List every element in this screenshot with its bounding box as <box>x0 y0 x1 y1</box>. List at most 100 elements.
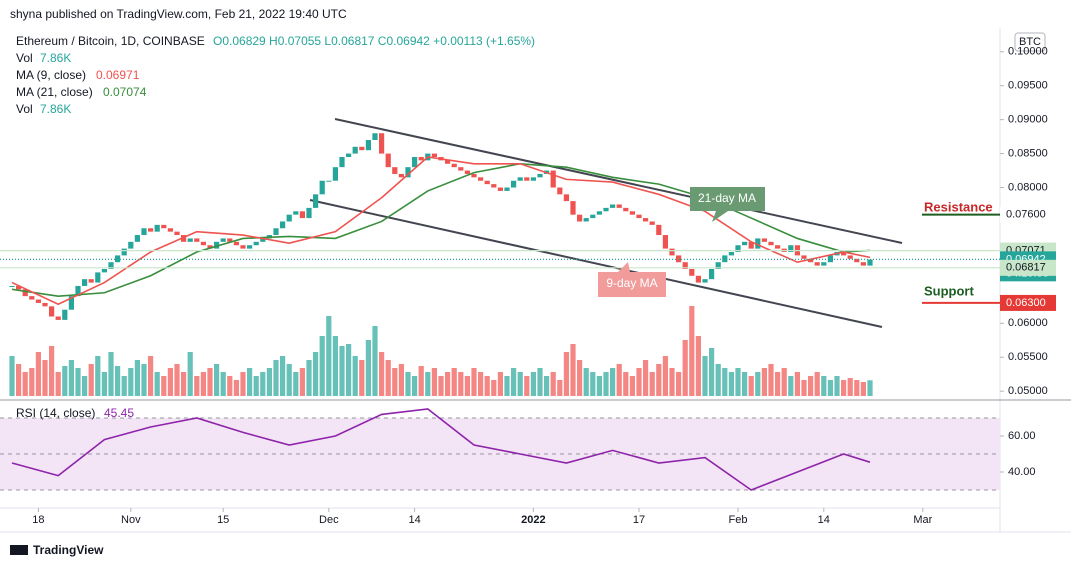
volume-bar <box>207 368 213 396</box>
volume-bar <box>781 368 787 396</box>
volume-bar <box>339 346 345 396</box>
volume-bar <box>128 368 134 396</box>
volume-bar <box>161 376 167 396</box>
ma9-line <box>11 156 871 306</box>
candle <box>623 207 629 212</box>
volume-bar <box>29 368 35 396</box>
candle <box>583 218 589 222</box>
price-label-box <box>1000 259 1056 276</box>
candle <box>511 180 517 188</box>
volume-bar <box>801 380 807 396</box>
candle <box>682 262 688 269</box>
volume-bar <box>247 368 253 396</box>
volume-bar <box>550 372 556 396</box>
volume-bar <box>695 336 701 396</box>
volume-bar <box>491 380 497 396</box>
volume-bar <box>326 316 332 396</box>
candle <box>867 259 873 266</box>
volume-bar <box>220 372 226 396</box>
candle <box>167 228 173 232</box>
candle <box>313 194 319 208</box>
volume-bar <box>847 378 853 396</box>
candle <box>709 268 715 280</box>
volume-bar <box>649 372 655 396</box>
volume-bar <box>194 376 200 396</box>
candle <box>524 177 530 181</box>
volume-bar <box>656 364 662 396</box>
volume-bar <box>643 360 649 396</box>
candle <box>577 214 583 222</box>
price-label-box <box>1000 294 1056 311</box>
candle <box>755 238 761 249</box>
candle <box>596 211 602 215</box>
legend-vol2: Vol <box>16 102 33 116</box>
volume-bar <box>82 376 88 396</box>
candle <box>55 316 61 320</box>
volume-bar <box>557 380 563 396</box>
y-tick-label: 0.05500 <box>1008 351 1048 363</box>
legend-ohlc: O0.06829 H0.07055 L0.06817 C0.06942 +0.0… <box>213 34 535 48</box>
currency: BTC <box>1019 36 1041 48</box>
candle <box>860 262 866 266</box>
volume-bar <box>75 368 81 396</box>
volume-bar <box>610 368 616 396</box>
volume-bar <box>471 368 477 396</box>
volume-bar <box>214 364 220 396</box>
volume-bar <box>517 372 523 396</box>
x-tick-label: 17 <box>633 514 645 526</box>
volume-bar <box>808 376 814 396</box>
candle <box>260 238 266 242</box>
candle <box>365 140 371 151</box>
volume-bar <box>332 336 338 396</box>
candle <box>174 231 180 236</box>
candle <box>669 248 675 256</box>
candle <box>563 194 569 202</box>
volume-bar <box>497 372 503 396</box>
volume-bar <box>385 360 391 396</box>
volume-bar <box>405 372 411 396</box>
price-label: 0.07600 <box>1006 209 1046 221</box>
volume-bar <box>154 372 160 396</box>
candle <box>530 177 536 181</box>
volume-bar <box>768 364 774 396</box>
ma21-line <box>11 162 871 297</box>
volume-bar <box>451 368 457 396</box>
volume-bar <box>590 372 596 396</box>
candle <box>504 187 510 191</box>
resistance-label: Resistance <box>924 199 993 214</box>
volume-bar <box>715 364 721 396</box>
volume-bar <box>227 376 233 396</box>
volume-bar <box>682 340 688 396</box>
volume <box>9 306 873 396</box>
legend-vol: Vol <box>16 51 33 65</box>
legend-rsi: RSI (14, close) <box>16 406 95 420</box>
y-tick-label: 0.10000 <box>1008 46 1048 58</box>
candle <box>808 258 814 263</box>
volume-bar <box>596 376 602 396</box>
candle <box>293 211 299 215</box>
candle <box>610 204 616 208</box>
candle <box>141 228 147 236</box>
volume-bar <box>200 372 206 396</box>
candle <box>788 245 794 253</box>
volume-bar <box>35 352 41 396</box>
volume-bar <box>511 368 517 396</box>
candle <box>240 245 246 249</box>
volume-bar <box>167 368 173 396</box>
candle <box>550 170 556 188</box>
volume-bar <box>748 376 754 396</box>
x-tick-label: Nov <box>121 514 141 526</box>
ma9-callout <box>598 262 666 297</box>
candle <box>761 238 767 242</box>
volume-bar <box>372 326 378 396</box>
volume-bar <box>821 376 827 396</box>
volume-bar <box>669 368 675 396</box>
volume-bar <box>121 376 127 396</box>
candle <box>497 187 503 191</box>
candle <box>220 238 226 242</box>
candle <box>643 218 649 222</box>
volume-bar <box>504 376 510 396</box>
candle <box>62 309 68 320</box>
candle <box>207 245 213 249</box>
candle <box>346 153 352 157</box>
